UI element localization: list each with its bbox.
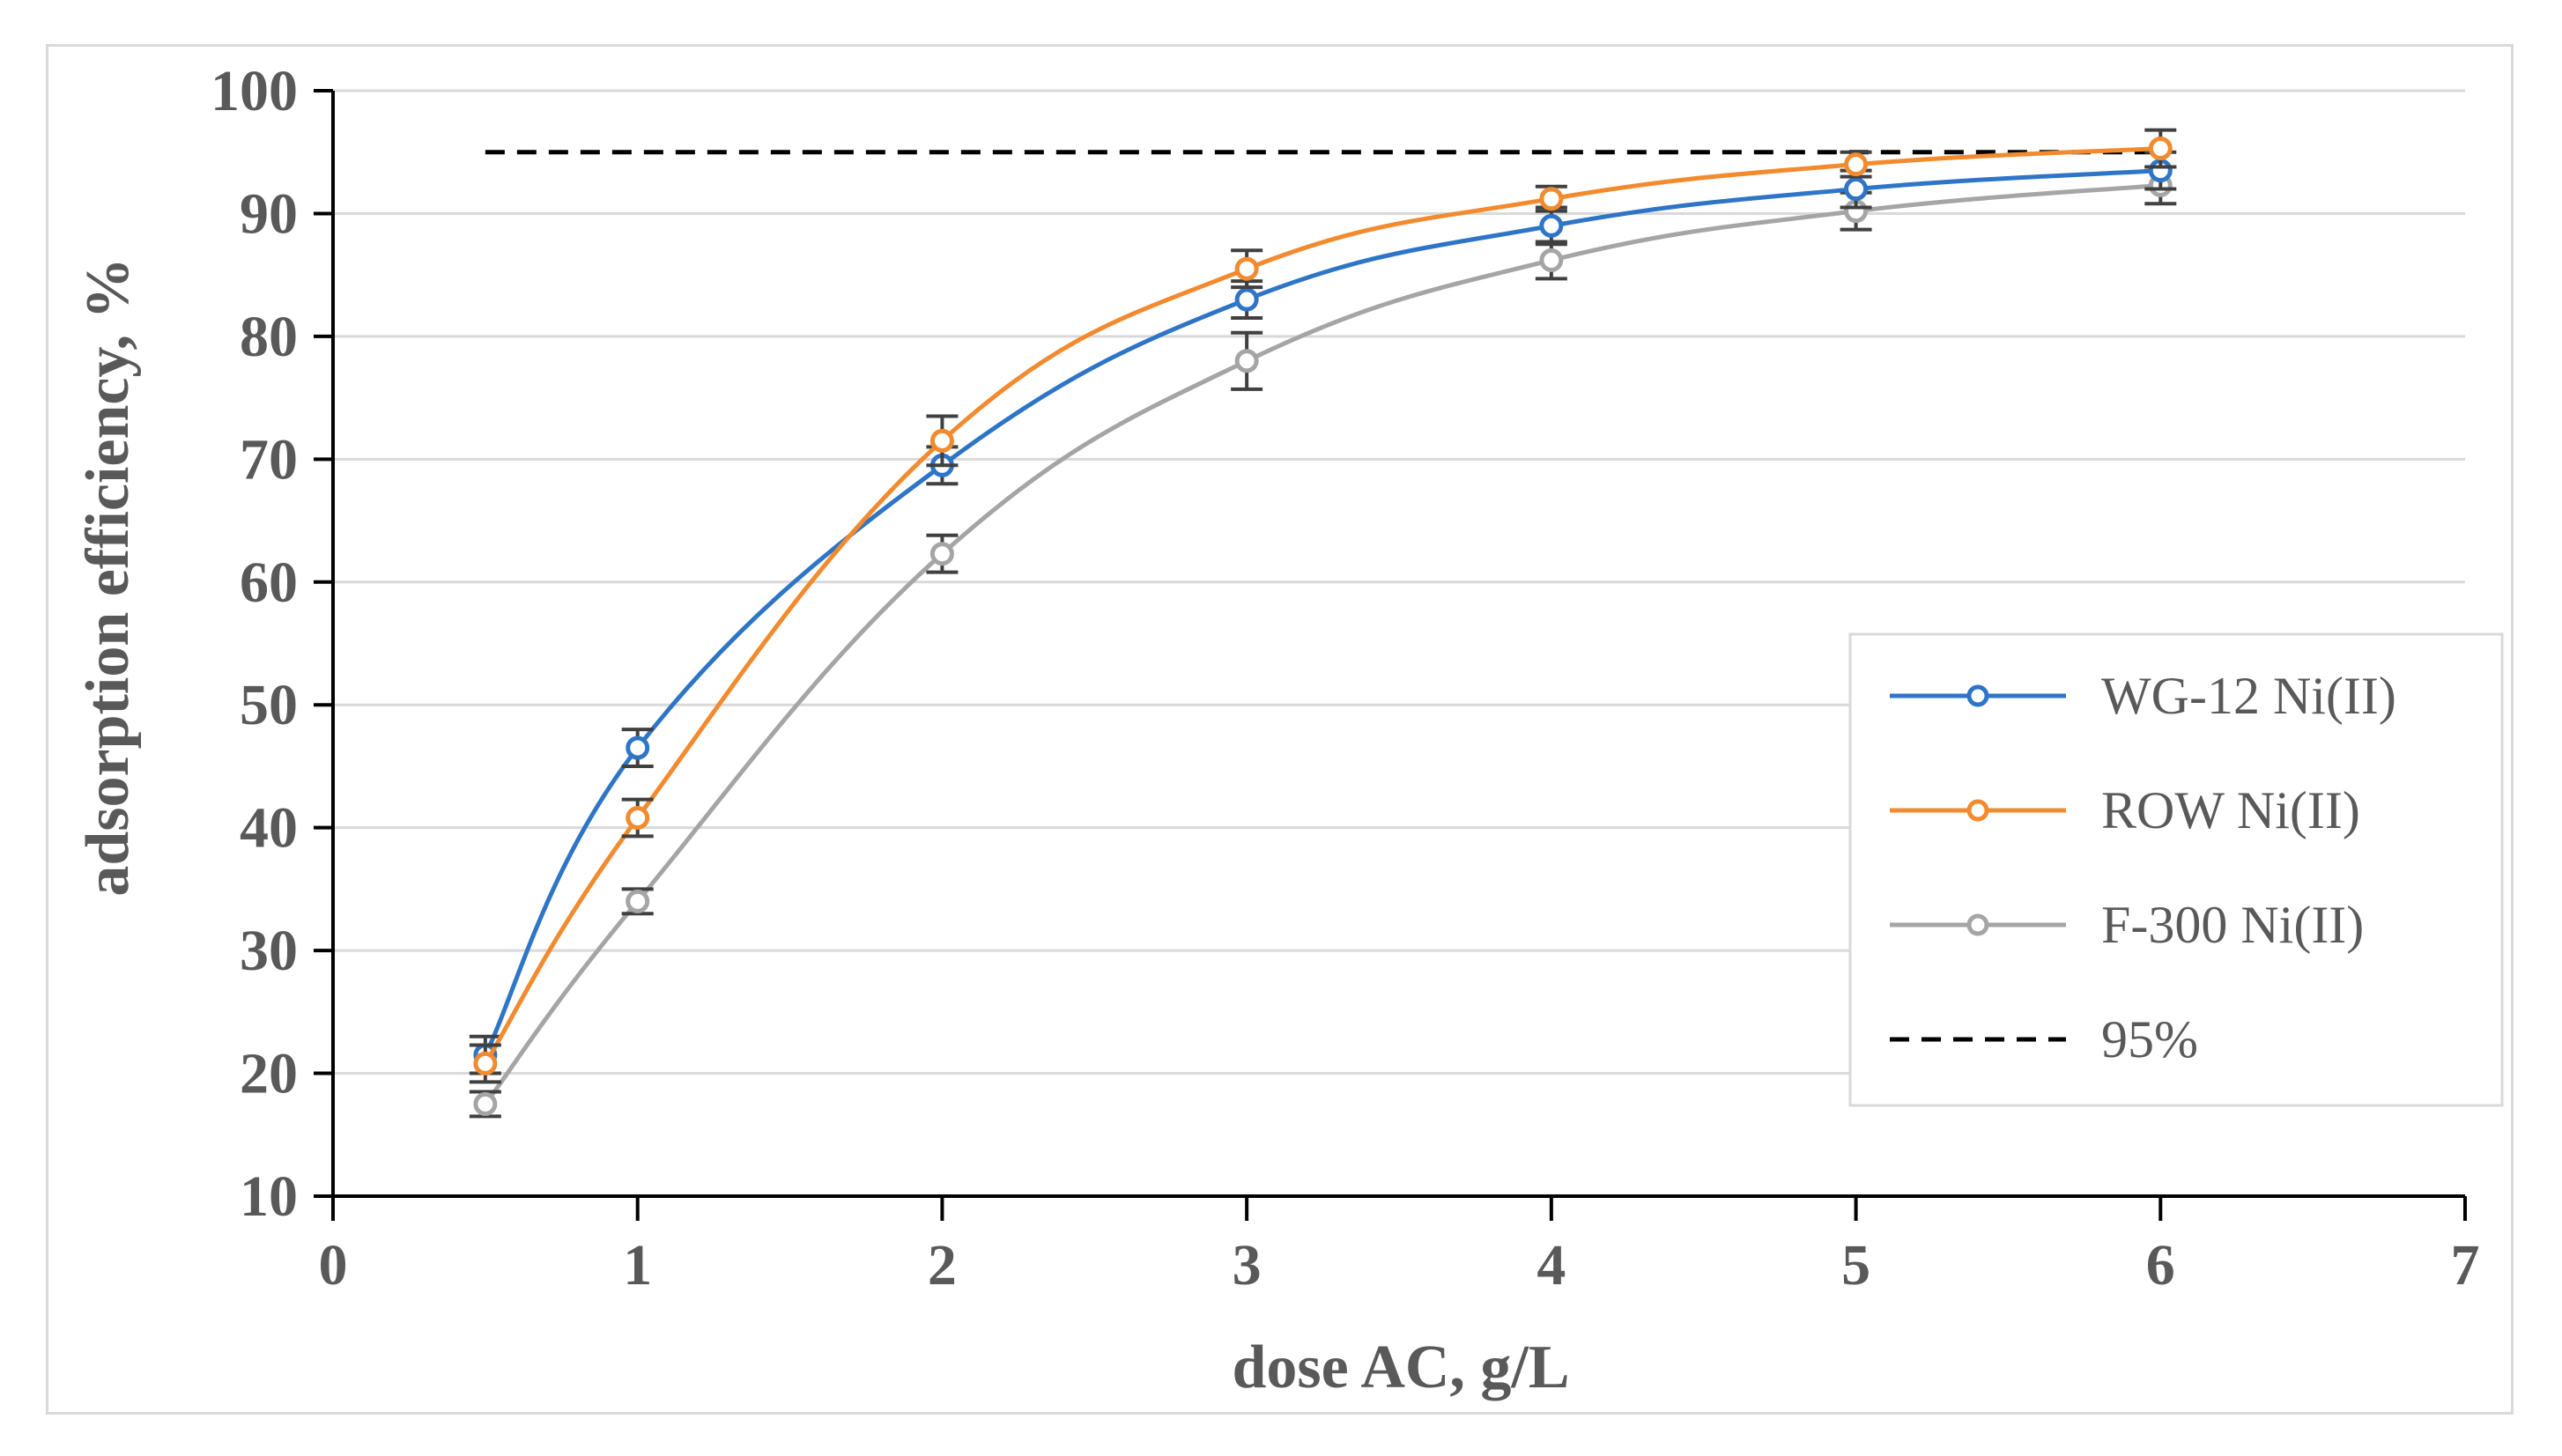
legend-label: 95% [2101,1010,2198,1068]
legend-marker [1966,799,1989,822]
data-point [473,1051,498,1075]
axes [314,89,2467,1221]
x-tick-labels: 0 1 2 3 4 5 6 7 [319,1233,2480,1297]
y-tick-label: 30 [240,919,298,983]
data-point [929,428,954,453]
x-tick-label: 2 [928,1233,957,1297]
y-tick-labels: 10 20 30 40 50 60 70 80 90 100 [211,59,298,1229]
x-tick-label: 1 [623,1233,652,1297]
data-point [1234,349,1259,373]
legend: WG-12 Ni(II) ROW Ni(II) F-300 Ni(II) 95% [1848,632,2504,1107]
data-point [1844,152,1869,177]
data-point [2148,137,2173,161]
y-tick-label: 100 [211,59,298,123]
data-point [626,806,650,831]
data-point [1234,287,1259,312]
x-tick-label: 0 [319,1233,348,1297]
y-axis-title: adsorption efficiency, % [74,257,142,896]
x-tick-label: 3 [1233,1233,1262,1297]
x-tick-label: 5 [1841,1233,1870,1297]
x-tick-label: 7 [2451,1233,2480,1297]
x-tick-label: 4 [1536,1233,1566,1297]
data-point [1844,177,1869,202]
y-tick-label: 50 [240,673,298,737]
series-row-ni-ii- [469,128,2177,1084]
y-tick-label: 20 [240,1042,298,1106]
y-tick-label: 10 [240,1164,298,1229]
y-tick-label: 40 [240,796,298,861]
data-point [1539,213,1564,238]
legend-label: WG-12 Ni(II) [2101,667,2396,725]
series-group [469,128,2177,1119]
legend-label: F-300 Ni(II) [2101,896,2364,954]
y-tick-label: 60 [240,551,298,615]
legend-marker [1966,684,1989,707]
data-point [1539,187,1564,211]
legend-box [1848,632,2504,1107]
data-point [473,1091,498,1116]
x-tick-label: 6 [2146,1233,2175,1297]
legend-marker [1966,913,1989,936]
data-point [626,735,650,760]
x-axis-title: dose AC, g/L [1232,1334,1569,1401]
data-point [1234,256,1259,281]
data-point [1539,248,1564,272]
y-tick-label: 90 [240,181,298,246]
legend-label: ROW Ni(II) [2101,781,2360,839]
data-point [929,542,954,566]
y-tick-label: 80 [240,305,298,369]
data-point [626,889,650,913]
y-tick-label: 70 [240,427,298,491]
